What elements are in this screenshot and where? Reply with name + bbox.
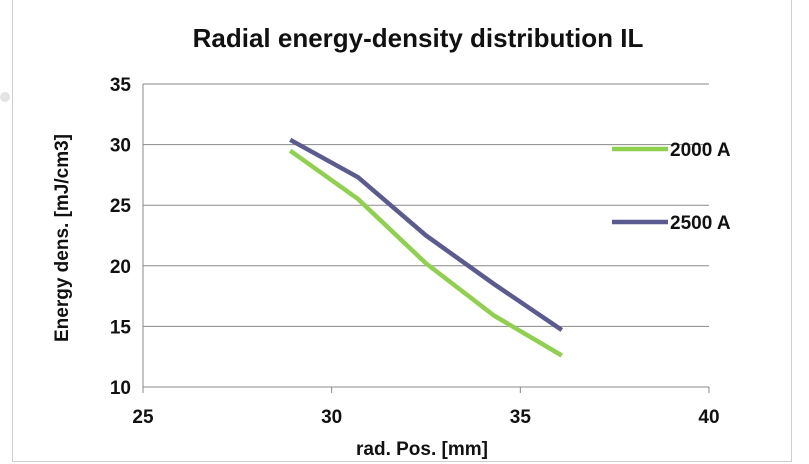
x-tick-label: 25 xyxy=(132,407,154,428)
x-tick-label: 35 xyxy=(510,407,532,428)
y-tick-label: 15 xyxy=(110,317,132,338)
series-line-2 xyxy=(290,140,562,330)
y-tick-label: 20 xyxy=(110,257,131,278)
legend-label-2: 2500 A xyxy=(670,213,731,234)
x-tick-label: 40 xyxy=(698,407,719,428)
chart-title: Radial energy-density distribution IL xyxy=(193,23,644,53)
legend: 2000 A 2500 A xyxy=(612,140,731,234)
y-tick-label: 10 xyxy=(110,378,131,399)
x-tick-label: 30 xyxy=(321,407,342,428)
y-tick-label: 35 xyxy=(110,75,132,96)
y-tick-label: 30 xyxy=(110,136,131,157)
series-line-1 xyxy=(290,151,562,356)
gridlines xyxy=(143,84,709,393)
x-tick-labels: 25 30 35 40 xyxy=(132,407,719,428)
y-axis-label: Energy dens. [mJ/cm3] xyxy=(52,134,73,342)
x-axis-label: rad. Pos. [mm] xyxy=(356,439,488,460)
y-tick-labels: 10 15 20 25 30 35 xyxy=(110,75,132,399)
legend-label-1: 2000 A xyxy=(670,140,731,161)
series-lines xyxy=(290,140,562,356)
y-tick-label: 25 xyxy=(110,196,132,217)
